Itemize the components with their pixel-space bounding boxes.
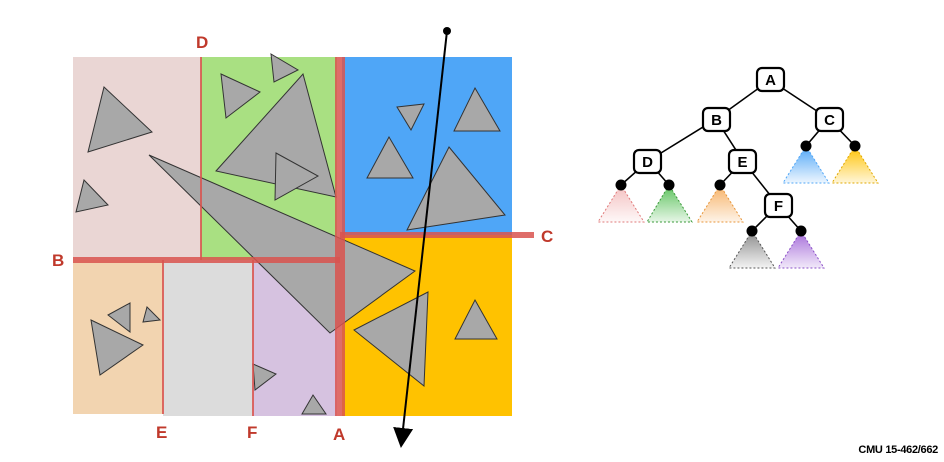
triangle (142, 306, 162, 323)
split-labels: D B C E F A (52, 33, 553, 444)
split-label-E: E (156, 423, 167, 442)
leaf-green (646, 184, 693, 223)
svg-text:B: B (711, 112, 722, 129)
triangle (90, 319, 144, 376)
leaf-gray (728, 230, 776, 269)
svg-text:F: F (774, 198, 783, 215)
triangle (366, 135, 414, 179)
course-footer: CMU 15-462/662 (858, 444, 938, 456)
leaf-orange (696, 184, 744, 223)
tree-leaves (597, 145, 879, 269)
triangle (454, 298, 498, 340)
ray-line (393, 30, 448, 448)
triangle (107, 302, 131, 334)
triangle (301, 394, 327, 415)
leaf-blue (782, 145, 830, 184)
svg-text:E: E (737, 154, 747, 171)
tree-node-C: C (814, 106, 845, 133)
leaf-dots (615, 140, 861, 237)
leaf-yellow (831, 145, 879, 184)
split-label-A: A (333, 425, 345, 444)
triangle (75, 179, 109, 213)
split-label-D: D (196, 33, 208, 52)
triangle (87, 86, 153, 153)
triangle (406, 146, 506, 231)
triangle (148, 154, 416, 334)
svg-text:C: C (824, 112, 835, 129)
triangle (274, 152, 320, 201)
triangle (220, 73, 261, 119)
split-lines (73, 57, 534, 416)
split-label-F: F (247, 423, 257, 442)
leaf-purple (777, 230, 825, 269)
split-label-B: B (52, 251, 64, 270)
svg-text:D: D (642, 154, 653, 171)
tree-node-B: B (701, 106, 732, 133)
kd-tree: A B C D E F (597, 66, 879, 269)
triangle (453, 86, 501, 132)
leaf-pink (597, 184, 645, 223)
tree-node-D: D (632, 148, 663, 175)
triangle (396, 103, 425, 132)
tree-node-A: A (755, 66, 786, 93)
region-pink (73, 57, 201, 260)
tree-node-F: F (763, 192, 794, 219)
split-label-C: C (541, 227, 553, 246)
triangle (270, 53, 300, 83)
tree-node-E: E (727, 148, 758, 175)
svg-text:A: A (765, 72, 776, 89)
ray (393, 27, 451, 448)
region-gray (163, 260, 253, 416)
